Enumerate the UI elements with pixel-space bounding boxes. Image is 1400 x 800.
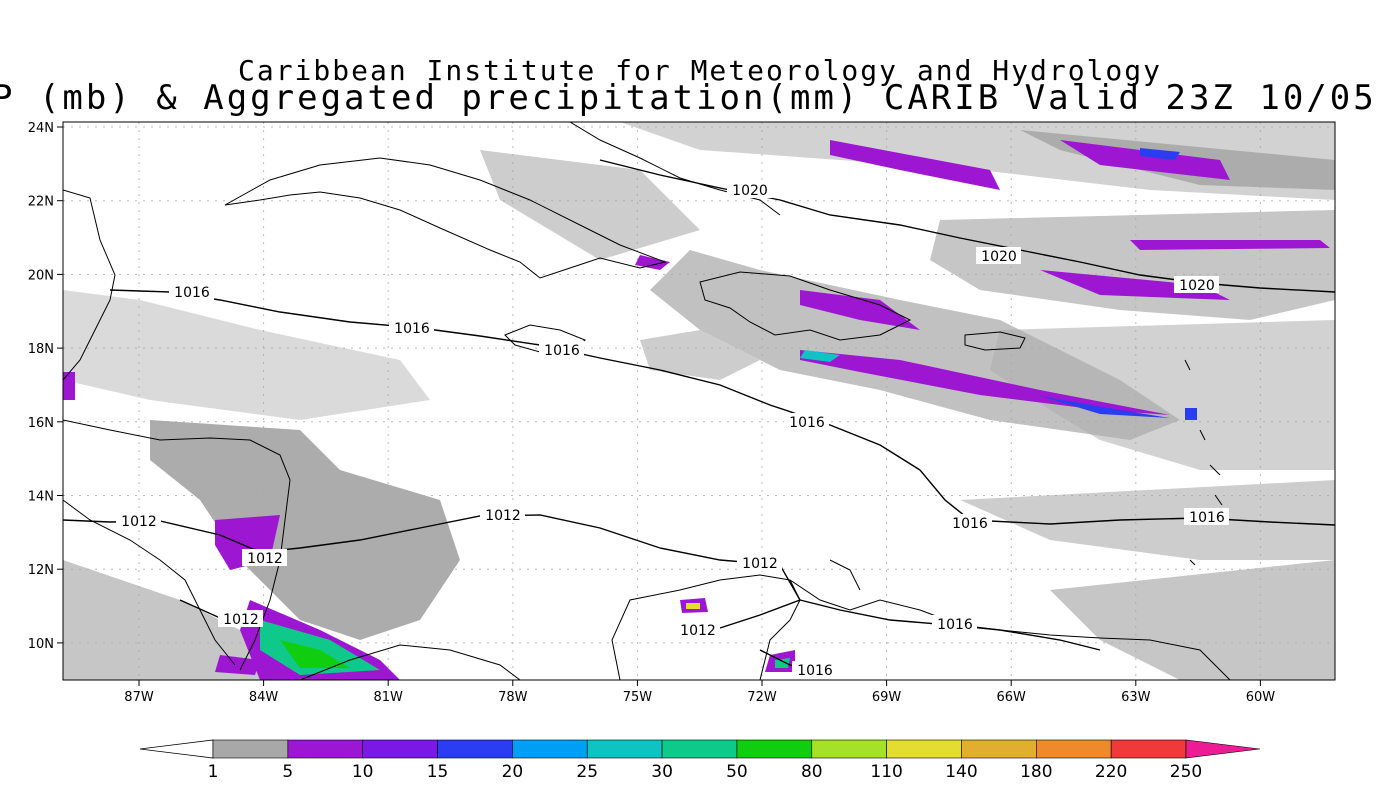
isobar-label: 1016	[544, 343, 580, 359]
colorbar-segment	[1036, 739, 1112, 759]
colorbar-segment	[661, 739, 738, 759]
y-tick-label: 18N	[28, 342, 54, 357]
latitude-axis: 24N 22N 20N 18N 16N 14N 12N 10N	[28, 121, 63, 652]
colorbar-segment	[362, 739, 438, 759]
isobar-labels: 1020 1020 1020 1016 1016 1016 1016 1016 …	[116, 181, 1229, 679]
x-tick-label: 63W	[1121, 690, 1151, 705]
x-tick-label: 84W	[249, 690, 279, 705]
colorbar-label: 30	[651, 762, 673, 782]
chart-title-institute: Caribbean Institute for Meteorology and …	[237, 54, 1162, 87]
isobar-label: 1016	[797, 663, 833, 679]
colorbar-label: 20	[502, 762, 524, 782]
isobar-label: 1012	[742, 556, 778, 572]
isobar-label: 1016	[789, 415, 825, 431]
isobar-label: 1016	[394, 321, 430, 337]
longitude-axis: 87W 84W 81W 78W 75W 72W 69W 66W 63W 60W	[124, 680, 1275, 705]
y-tick-label: 24N	[28, 121, 54, 136]
precipitation-cores	[63, 140, 1330, 680]
isobar-label: 1020	[1179, 278, 1215, 294]
colorbar-segment	[512, 739, 588, 759]
colorbar-segment	[437, 739, 513, 759]
x-tick-label: 66W	[996, 690, 1026, 705]
colorbar-label: 50	[726, 762, 748, 782]
colorbar-label: 25	[576, 762, 598, 782]
colorbar-label: 110	[870, 762, 902, 782]
x-tick-label: 87W	[124, 690, 154, 705]
coastlines	[63, 122, 1231, 680]
isobar-label: 1012	[485, 508, 521, 524]
y-tick-label: 20N	[28, 268, 54, 283]
colorbar-label: 15	[427, 762, 449, 782]
colorbar-segment	[736, 739, 813, 759]
x-tick-label: 60W	[1246, 690, 1276, 705]
colorbar-segment	[287, 739, 363, 759]
x-tick-label: 81W	[373, 690, 403, 705]
isobar-label: 1016	[174, 285, 210, 301]
y-tick-label: 10N	[28, 637, 54, 652]
colorbar-label: 80	[801, 762, 823, 782]
colorbar-label: 10	[352, 762, 374, 782]
isobar-label: 1016	[952, 516, 988, 532]
colorbar-label: 250	[1170, 762, 1202, 782]
x-tick-label: 75W	[623, 690, 653, 705]
colorbar-segment	[1110, 739, 1187, 759]
colorbar-over-triangle	[1185, 739, 1261, 759]
isobar-label: 1020	[981, 249, 1017, 265]
colorbar-segment	[886, 739, 962, 759]
x-tick-label: 72W	[747, 690, 777, 705]
chart-title-variable: P (mb) & Aggregated precipitation(mm) CA…	[0, 78, 1400, 118]
map-frame	[62, 121, 1336, 681]
isobar-label: 1012	[680, 623, 716, 639]
colorbar-segment	[212, 739, 289, 759]
colorbar-label: 1	[208, 762, 219, 782]
isobar-label: 1012	[247, 551, 283, 567]
colorbar-segment	[586, 739, 663, 759]
x-tick-label: 78W	[498, 690, 528, 705]
colorbar-label: 180	[1020, 762, 1052, 782]
y-tick-label: 14N	[28, 490, 54, 505]
colorbar-under-triangle	[139, 739, 214, 759]
y-tick-label: 12N	[28, 563, 54, 578]
isobar-label: 1016	[937, 617, 973, 633]
isobar-label: 1012	[223, 612, 259, 628]
colorbar: 1 5 10 15 20 25 30 50 80 110 140 180 220 250	[139, 739, 1261, 782]
y-tick-label: 16N	[28, 416, 54, 431]
y-tick-label: 22N	[28, 195, 54, 210]
colorbar-label: 220	[1095, 762, 1127, 782]
colorbar-segment	[961, 739, 1037, 759]
isobar-label: 1020	[732, 183, 768, 199]
colorbar-segment	[811, 739, 887, 759]
isobar-label: 1016	[1189, 510, 1225, 526]
x-tick-label: 69W	[872, 690, 902, 705]
isobar-label: 1012	[121, 514, 157, 530]
colorbar-label: 140	[945, 762, 977, 782]
colorbar-label: 5	[282, 762, 293, 782]
